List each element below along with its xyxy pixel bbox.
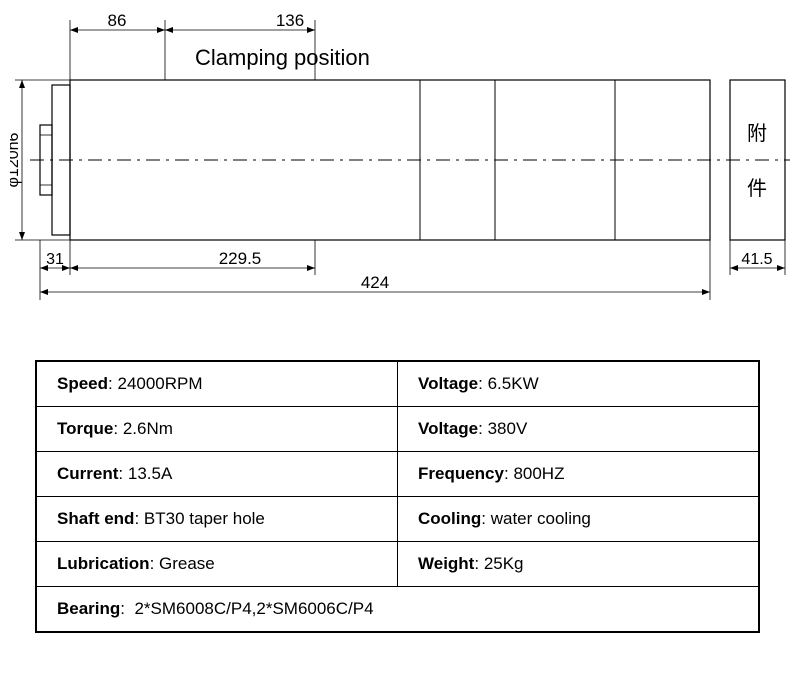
table-row: Speed: 24000RPM Voltage: 6.5KW (36, 361, 759, 407)
clamping-position-label: Clamping position (195, 45, 370, 70)
dim-diameter: φ120h6 (10, 132, 22, 187)
spec-frequency: Frequency: 800HZ (398, 452, 760, 497)
spec-current: Current: 13.5A (36, 452, 398, 497)
table-row: Bearing: 2*SM6008C/P4,2*SM6006C/P4 (36, 587, 759, 633)
spec-lubrication: Lubrication: Grease (36, 542, 398, 587)
dim-31: 31 (46, 251, 64, 268)
chinese-label-top: 附 (747, 122, 767, 145)
spec-voltage: Voltage: 380V (398, 407, 760, 452)
chinese-label-bottom: 件 (747, 177, 767, 200)
dim-41-5: 41.5 (741, 251, 772, 268)
spec-weight: Weight: 25Kg (398, 542, 760, 587)
spec-shaft-end: Shaft end: BT30 taper hole (36, 497, 398, 542)
specification-table: Speed: 24000RPM Voltage: 6.5KW Torque: 2… (35, 360, 760, 633)
table-row: Lubrication: Grease Weight: 25Kg (36, 542, 759, 587)
spec-power: Voltage: 6.5KW (398, 361, 760, 407)
dim-229-5: 229.5 (219, 249, 262, 268)
dim-86: 86 (108, 11, 127, 30)
dim-136: 136 (276, 11, 304, 30)
dim-424: 424 (361, 273, 389, 292)
spec-torque: Torque: 2.6Nm (36, 407, 398, 452)
engineering-diagram: 附 件 86 136 Clamping position φ120h6 31 2… (10, 10, 790, 320)
spec-speed: Speed: 24000RPM (36, 361, 398, 407)
table-row: Current: 13.5A Frequency: 800HZ (36, 452, 759, 497)
table-row: Torque: 2.6Nm Voltage: 380V (36, 407, 759, 452)
spec-bearing: Bearing: 2*SM6008C/P4,2*SM6006C/P4 (36, 587, 759, 633)
spec-cooling: Cooling: water cooling (398, 497, 760, 542)
table-row: Shaft end: BT30 taper hole Cooling: wate… (36, 497, 759, 542)
spindle-drawing-svg: 附 件 86 136 Clamping position φ120h6 31 2… (10, 10, 790, 320)
